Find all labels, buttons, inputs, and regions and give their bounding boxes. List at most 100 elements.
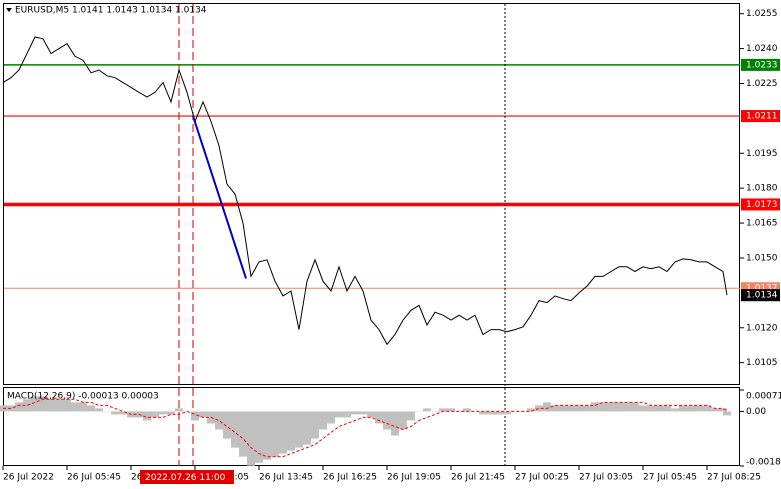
x-tick-label: 26 Jul 19:05 xyxy=(387,473,441,483)
x-tick-label: 26 Jul 2022 xyxy=(3,473,54,483)
macd-bar xyxy=(47,399,55,412)
macd-bar xyxy=(703,405,711,412)
macd-title: MACD(12,26,9) -0.00013 0.00003 xyxy=(7,392,159,402)
x-tick-label: 26 Jul 05:45 xyxy=(67,473,121,483)
macd-bar xyxy=(647,405,655,412)
macd-bar xyxy=(263,411,271,460)
macd-bar xyxy=(663,405,671,412)
macd-bar xyxy=(559,405,567,412)
signal-line xyxy=(3,398,728,458)
macd-bar xyxy=(303,411,311,445)
y-tick-label: 0.00071 xyxy=(746,392,781,402)
macd-bar xyxy=(487,411,495,415)
level-label: 1.0233 xyxy=(746,60,778,70)
macd-bar xyxy=(79,402,87,412)
y-tick-label: 1.0180 xyxy=(746,184,778,194)
macd-bar xyxy=(599,402,607,412)
price-frame xyxy=(3,3,740,385)
x-tick-label: 27 Jul 00:25 xyxy=(515,473,569,483)
macd-bar xyxy=(295,411,303,448)
y-tick-label: -0.00181 xyxy=(746,458,781,468)
macd-bar xyxy=(87,405,95,412)
macd-bar xyxy=(247,411,255,466)
macd-bar xyxy=(351,411,359,415)
macd-bar xyxy=(287,411,295,451)
macd-bar xyxy=(95,408,103,412)
x-tick-label: 27 Jul 03:05 xyxy=(579,473,633,483)
macd-bar xyxy=(687,405,695,412)
macd-bar xyxy=(551,405,559,412)
chart-title: EURUSD,M5 1.0141 1.0143 1.0134 1.0134 xyxy=(15,6,207,16)
macd-bar xyxy=(575,405,583,412)
macd-bar xyxy=(71,402,79,412)
level-label: 1.0173 xyxy=(746,200,778,210)
macd-bar xyxy=(639,405,647,412)
macd-bar xyxy=(383,411,391,430)
macd-bar xyxy=(567,405,575,412)
macd-bar xyxy=(615,402,623,412)
macd-bar xyxy=(231,411,239,448)
marks xyxy=(0,4,740,466)
title-arrow xyxy=(6,8,12,12)
x-tick-label: 26 Jul 21:45 xyxy=(451,473,505,483)
cursor-label: 2022.07.26 11:00 xyxy=(145,473,226,483)
macd-bar xyxy=(543,402,551,412)
y-tick-label: 1.0225 xyxy=(746,79,778,89)
x-tick-label: 26 Jul 13:45 xyxy=(259,473,313,483)
macd-bar xyxy=(407,411,415,421)
macd-bar xyxy=(223,411,231,439)
macd-bar xyxy=(423,408,431,412)
macd-bar xyxy=(239,411,247,457)
y-tick-label: 1.0150 xyxy=(746,253,778,263)
macd-bar xyxy=(719,408,727,412)
macd-bar xyxy=(479,411,487,415)
macd-bar xyxy=(15,402,23,412)
macd-bar xyxy=(527,408,535,412)
price-line xyxy=(2,36,728,346)
macd-bar xyxy=(679,405,687,412)
x-tick-label: 27 Jul 08:25 xyxy=(707,473,761,483)
y-tick-label: 1.0255 xyxy=(746,9,778,19)
macd-bar xyxy=(503,411,511,415)
y-tick-label: 1.0105 xyxy=(746,358,778,368)
macd-bar xyxy=(199,411,207,418)
macd-bar xyxy=(335,411,343,418)
level-label-box xyxy=(741,110,780,123)
macd-bar xyxy=(631,402,639,412)
macd-bar xyxy=(215,411,223,430)
macd-bar xyxy=(375,411,383,424)
macd-bar xyxy=(311,411,319,439)
macd-bar xyxy=(111,411,119,415)
macd-bar xyxy=(327,411,335,424)
macd-bar xyxy=(399,411,407,430)
macd-bar xyxy=(583,405,591,412)
macd-bar xyxy=(447,408,455,412)
macd-bar xyxy=(359,411,367,415)
y-tick-label: 1.0120 xyxy=(746,323,778,333)
y-tick-label: 1.0195 xyxy=(746,149,778,159)
macd-bar xyxy=(671,408,679,412)
cursor-label-box xyxy=(140,470,234,484)
level-label-box xyxy=(741,58,780,71)
macd-bar xyxy=(495,411,503,415)
macd-bar xyxy=(319,411,327,430)
current-price-label: 1.0134 xyxy=(746,291,778,301)
macd-bar xyxy=(31,396,39,412)
macd-bar xyxy=(191,411,199,421)
macd-bar xyxy=(271,411,279,457)
macd-bar xyxy=(463,408,471,412)
macd-bar xyxy=(143,411,151,421)
current-price-box xyxy=(741,289,780,302)
macd-bar xyxy=(367,411,375,418)
x-tick-label: 26 Jul 16:25 xyxy=(323,473,377,483)
level-label-box xyxy=(741,198,780,211)
macd-bar xyxy=(591,402,599,412)
macd-bar xyxy=(723,411,731,416)
trendline xyxy=(192,115,247,279)
macd-bar xyxy=(159,411,167,415)
macd-bar xyxy=(535,405,543,412)
macd-bar xyxy=(175,408,183,412)
y-tick-label: 1.0240 xyxy=(746,44,778,54)
x-tick-label: 27 Jul 05:45 xyxy=(643,473,697,483)
